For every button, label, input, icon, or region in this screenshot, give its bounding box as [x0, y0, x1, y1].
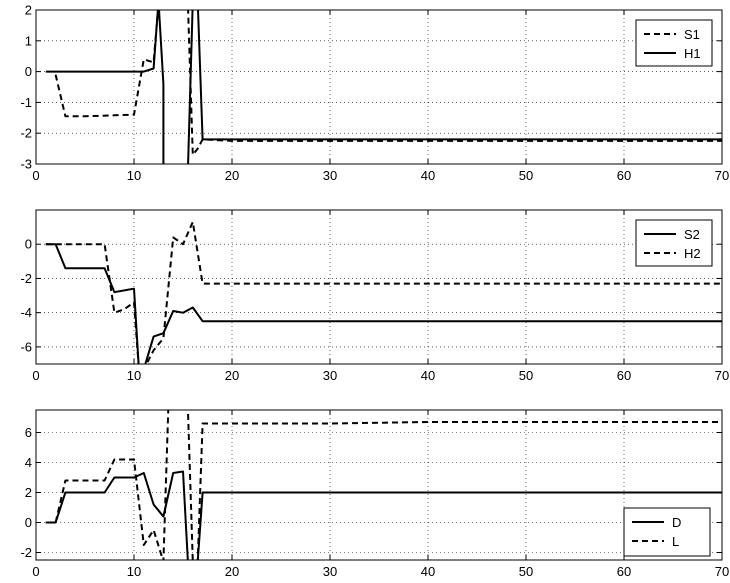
x-tick-label: 0	[32, 368, 39, 383]
series-line-h2	[45, 221, 722, 364]
x-tick-label: 40	[421, 564, 435, 579]
x-tick-label: 60	[617, 564, 631, 579]
legend-label-s2: S2	[684, 227, 700, 242]
x-tick-label: 60	[617, 168, 631, 183]
series-line-l	[45, 410, 722, 560]
y-tick-label: -2	[20, 545, 32, 560]
series-group	[45, 221, 722, 364]
y-tick-label: -4	[20, 305, 32, 320]
x-tick-label: 70	[715, 168, 729, 183]
x-tick-label: 50	[519, 168, 533, 183]
x-tick-label: 30	[323, 168, 337, 183]
y-tick-label: -3	[20, 157, 32, 172]
x-tick-label: 40	[421, 368, 435, 383]
legend-box	[623, 507, 711, 557]
legend-label-l: L	[672, 534, 679, 549]
x-tick-label: 70	[715, 564, 729, 579]
series-line-h1	[45, 10, 722, 164]
series-line-s1	[54, 10, 722, 156]
y-tick-label: 4	[25, 455, 32, 470]
x-tick-label: 30	[323, 368, 337, 383]
x-tick-label: 0	[32, 168, 39, 183]
x-tick-label: 50	[519, 564, 533, 579]
plot-area	[36, 210, 722, 364]
y-tick-label: 1	[25, 33, 32, 48]
plot-area	[36, 410, 722, 560]
y-tick-label: 0	[25, 64, 32, 79]
legend-box	[635, 19, 713, 67]
series-group	[45, 10, 722, 164]
y-tick-label: -2	[20, 126, 32, 141]
legend-label-h2: H2	[684, 246, 701, 261]
y-tick-label: 0	[25, 515, 32, 530]
y-tick-label: -1	[20, 95, 32, 110]
axes-frame	[35, 209, 723, 365]
plot-area	[36, 10, 722, 164]
x-tick-label: 20	[225, 564, 239, 579]
y-tick-label: -2	[20, 271, 32, 286]
x-tick-label: 30	[323, 564, 337, 579]
axes-frame	[35, 409, 723, 561]
series-line-d	[45, 470, 722, 560]
x-tick-label: 0	[32, 564, 39, 579]
legend-label-h1: H1	[684, 46, 701, 61]
x-tick-label: 60	[617, 368, 631, 383]
legend: DL	[623, 507, 711, 557]
legend-box	[635, 219, 713, 267]
x-tick-label: 10	[127, 564, 141, 579]
x-tick-label: 70	[715, 368, 729, 383]
x-tick-label: 10	[127, 168, 141, 183]
y-tick-label: -6	[20, 339, 32, 354]
series-group	[45, 410, 722, 560]
x-tick-label: 20	[225, 168, 239, 183]
x-tick-label: 50	[519, 368, 533, 383]
x-tick-label: 40	[421, 168, 435, 183]
legend-label-s1: S1	[684, 27, 700, 42]
y-tick-label: 6	[25, 425, 32, 440]
y-tick-label: 2	[25, 3, 32, 18]
y-tick-label: 2	[25, 485, 32, 500]
axes-frame	[35, 9, 723, 165]
x-tick-label: 20	[225, 368, 239, 383]
legend-label-d: D	[672, 515, 681, 530]
y-tick-label: 0	[25, 237, 32, 252]
x-tick-label: 10	[127, 368, 141, 383]
